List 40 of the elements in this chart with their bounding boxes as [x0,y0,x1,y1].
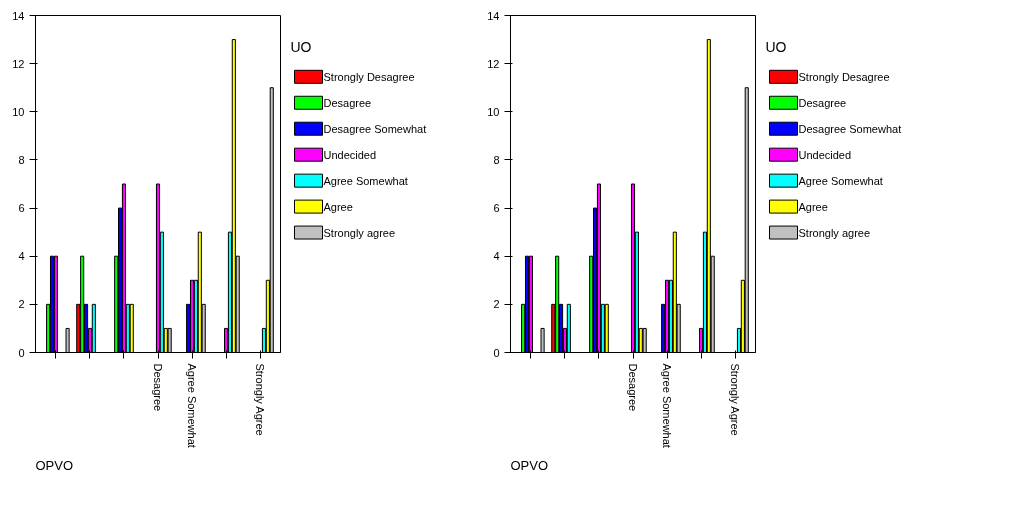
x-tick-label: Agree Somewhat [186,363,199,448]
y-tick-label: 2 [18,298,25,311]
y-tick-label: 8 [493,153,500,166]
legend-label: Undecided [798,148,852,161]
y-tick-label: 14 [487,9,500,22]
legend-label: Desagree [798,96,847,109]
x-tick-label: Strongly Agree [729,363,742,436]
x-tick-label: Desagree [627,363,639,412]
y-tick-label: 12 [12,57,25,70]
legend-label: Desagree Somewhat [798,122,902,135]
legend-label: Undecided [323,148,377,161]
x-tick-label: Desagree [152,363,164,412]
y-tick-label: 6 [493,202,500,215]
y-tick-label: 4 [18,250,25,263]
legend-title: UO [765,38,787,55]
legend-label: Desagree Somewhat [323,122,427,135]
y-tick-label: 6 [18,202,25,215]
x-tick-label: Strongly Agree [254,363,267,436]
legend-label: Strongly Desagree [323,70,415,83]
legend-title: UO [290,38,312,55]
legend-label: Desagree [323,96,372,109]
y-tick-label: 12 [487,57,500,70]
y-tick-label: 0 [493,346,500,359]
legend-label: Strongly agree [798,226,871,239]
legend-label: Agree Somewhat [798,174,883,187]
text: OPVO [35,457,74,473]
y-tick-label: 8 [18,153,25,166]
legend-label: Agree Somewhat [323,174,408,187]
legend-label: Strongly Desagree [798,70,890,83]
y-tick-label: 0 [18,346,25,359]
y-tick-label: 10 [12,105,25,118]
legend-label: Agree [798,200,828,213]
legend-label: Agree [323,200,353,213]
text: OPVO [510,457,549,473]
y-tick-label: 2 [493,298,500,311]
y-tick-label: 10 [487,105,500,118]
y-tick-label: 4 [493,250,500,263]
legend-label: Strongly agree [323,226,396,239]
y-tick-label: 14 [12,9,25,22]
x-tick-label: Agree Somewhat [661,363,674,448]
